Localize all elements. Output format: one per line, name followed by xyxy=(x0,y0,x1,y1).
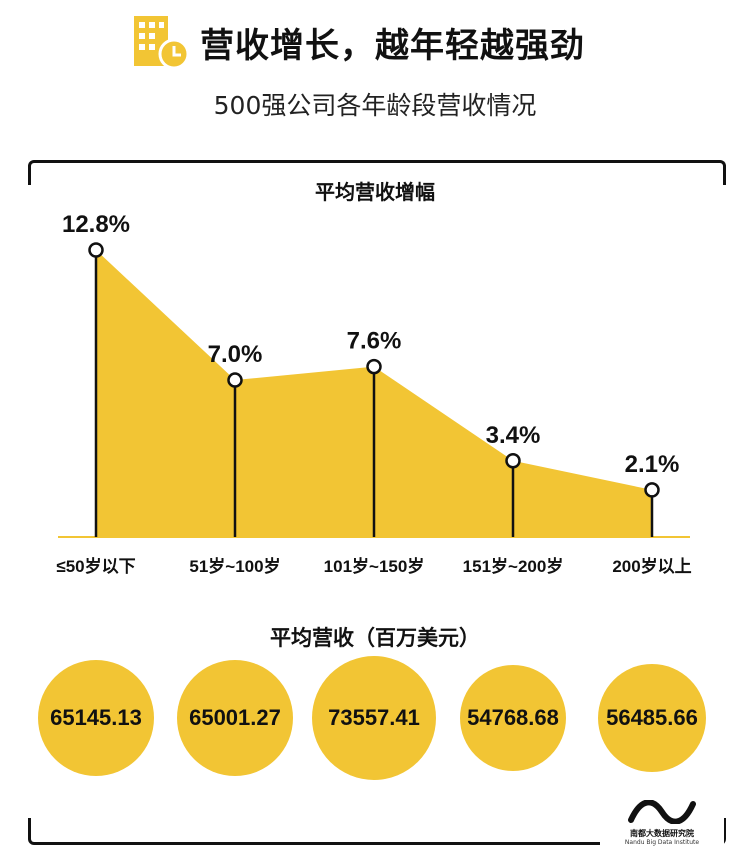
brand-subtitle: Nandu Big Data Institute xyxy=(624,839,700,846)
data-label: 2.1% xyxy=(625,451,680,478)
page-subtitle: 500强公司各年龄段营收情况 xyxy=(213,91,537,120)
data-label: 7.6% xyxy=(347,328,402,355)
data-label: 3.4% xyxy=(486,422,541,449)
brand-logo: 南都大数据研究院 Nandu Big Data Institute xyxy=(612,799,712,846)
brand-wave-icon xyxy=(628,799,696,825)
revenue-circle: 65145.13 xyxy=(37,659,155,777)
growth-area-chart: 12.8% ≤50岁以下 7.0% 51岁~100岁 7.6% 101岁~150岁 3.4%… xyxy=(56,211,691,576)
revenue-circle: 56485.66 xyxy=(597,663,707,773)
brand-backdrop xyxy=(600,818,724,848)
data-point xyxy=(366,358,382,375)
chart-title: 平均营收增幅 xyxy=(315,180,435,204)
x-tick-label: 51岁~100岁 xyxy=(189,556,280,576)
brand-name: 南都大数据研究院 xyxy=(630,829,694,838)
x-tick-label: ≤50岁以下 xyxy=(56,556,135,576)
data-point xyxy=(644,482,660,498)
building-clock-icon xyxy=(134,16,190,70)
revenue-circle: 65001.27 xyxy=(176,659,294,777)
frame-bottom-bracket xyxy=(28,818,726,845)
revenue-circle: 54768.68 xyxy=(459,664,567,772)
data-point xyxy=(88,242,104,258)
x-tick-label: 101岁~150岁 xyxy=(324,556,425,576)
data-label: 12.8% xyxy=(62,211,130,238)
data-point xyxy=(505,453,521,469)
data-label: 7.0% xyxy=(208,341,263,368)
revenue-section-title: 平均营收（百万美元） xyxy=(270,625,480,650)
x-tick-label: 151岁~200岁 xyxy=(463,556,564,576)
revenue-circle: 73557.41 xyxy=(312,656,436,780)
data-point xyxy=(227,372,243,388)
page-title: 营收增长，越年轻越强劲 xyxy=(200,26,585,66)
x-tick-label: 200岁以上 xyxy=(612,556,691,576)
frame-top-bracket xyxy=(28,160,726,185)
